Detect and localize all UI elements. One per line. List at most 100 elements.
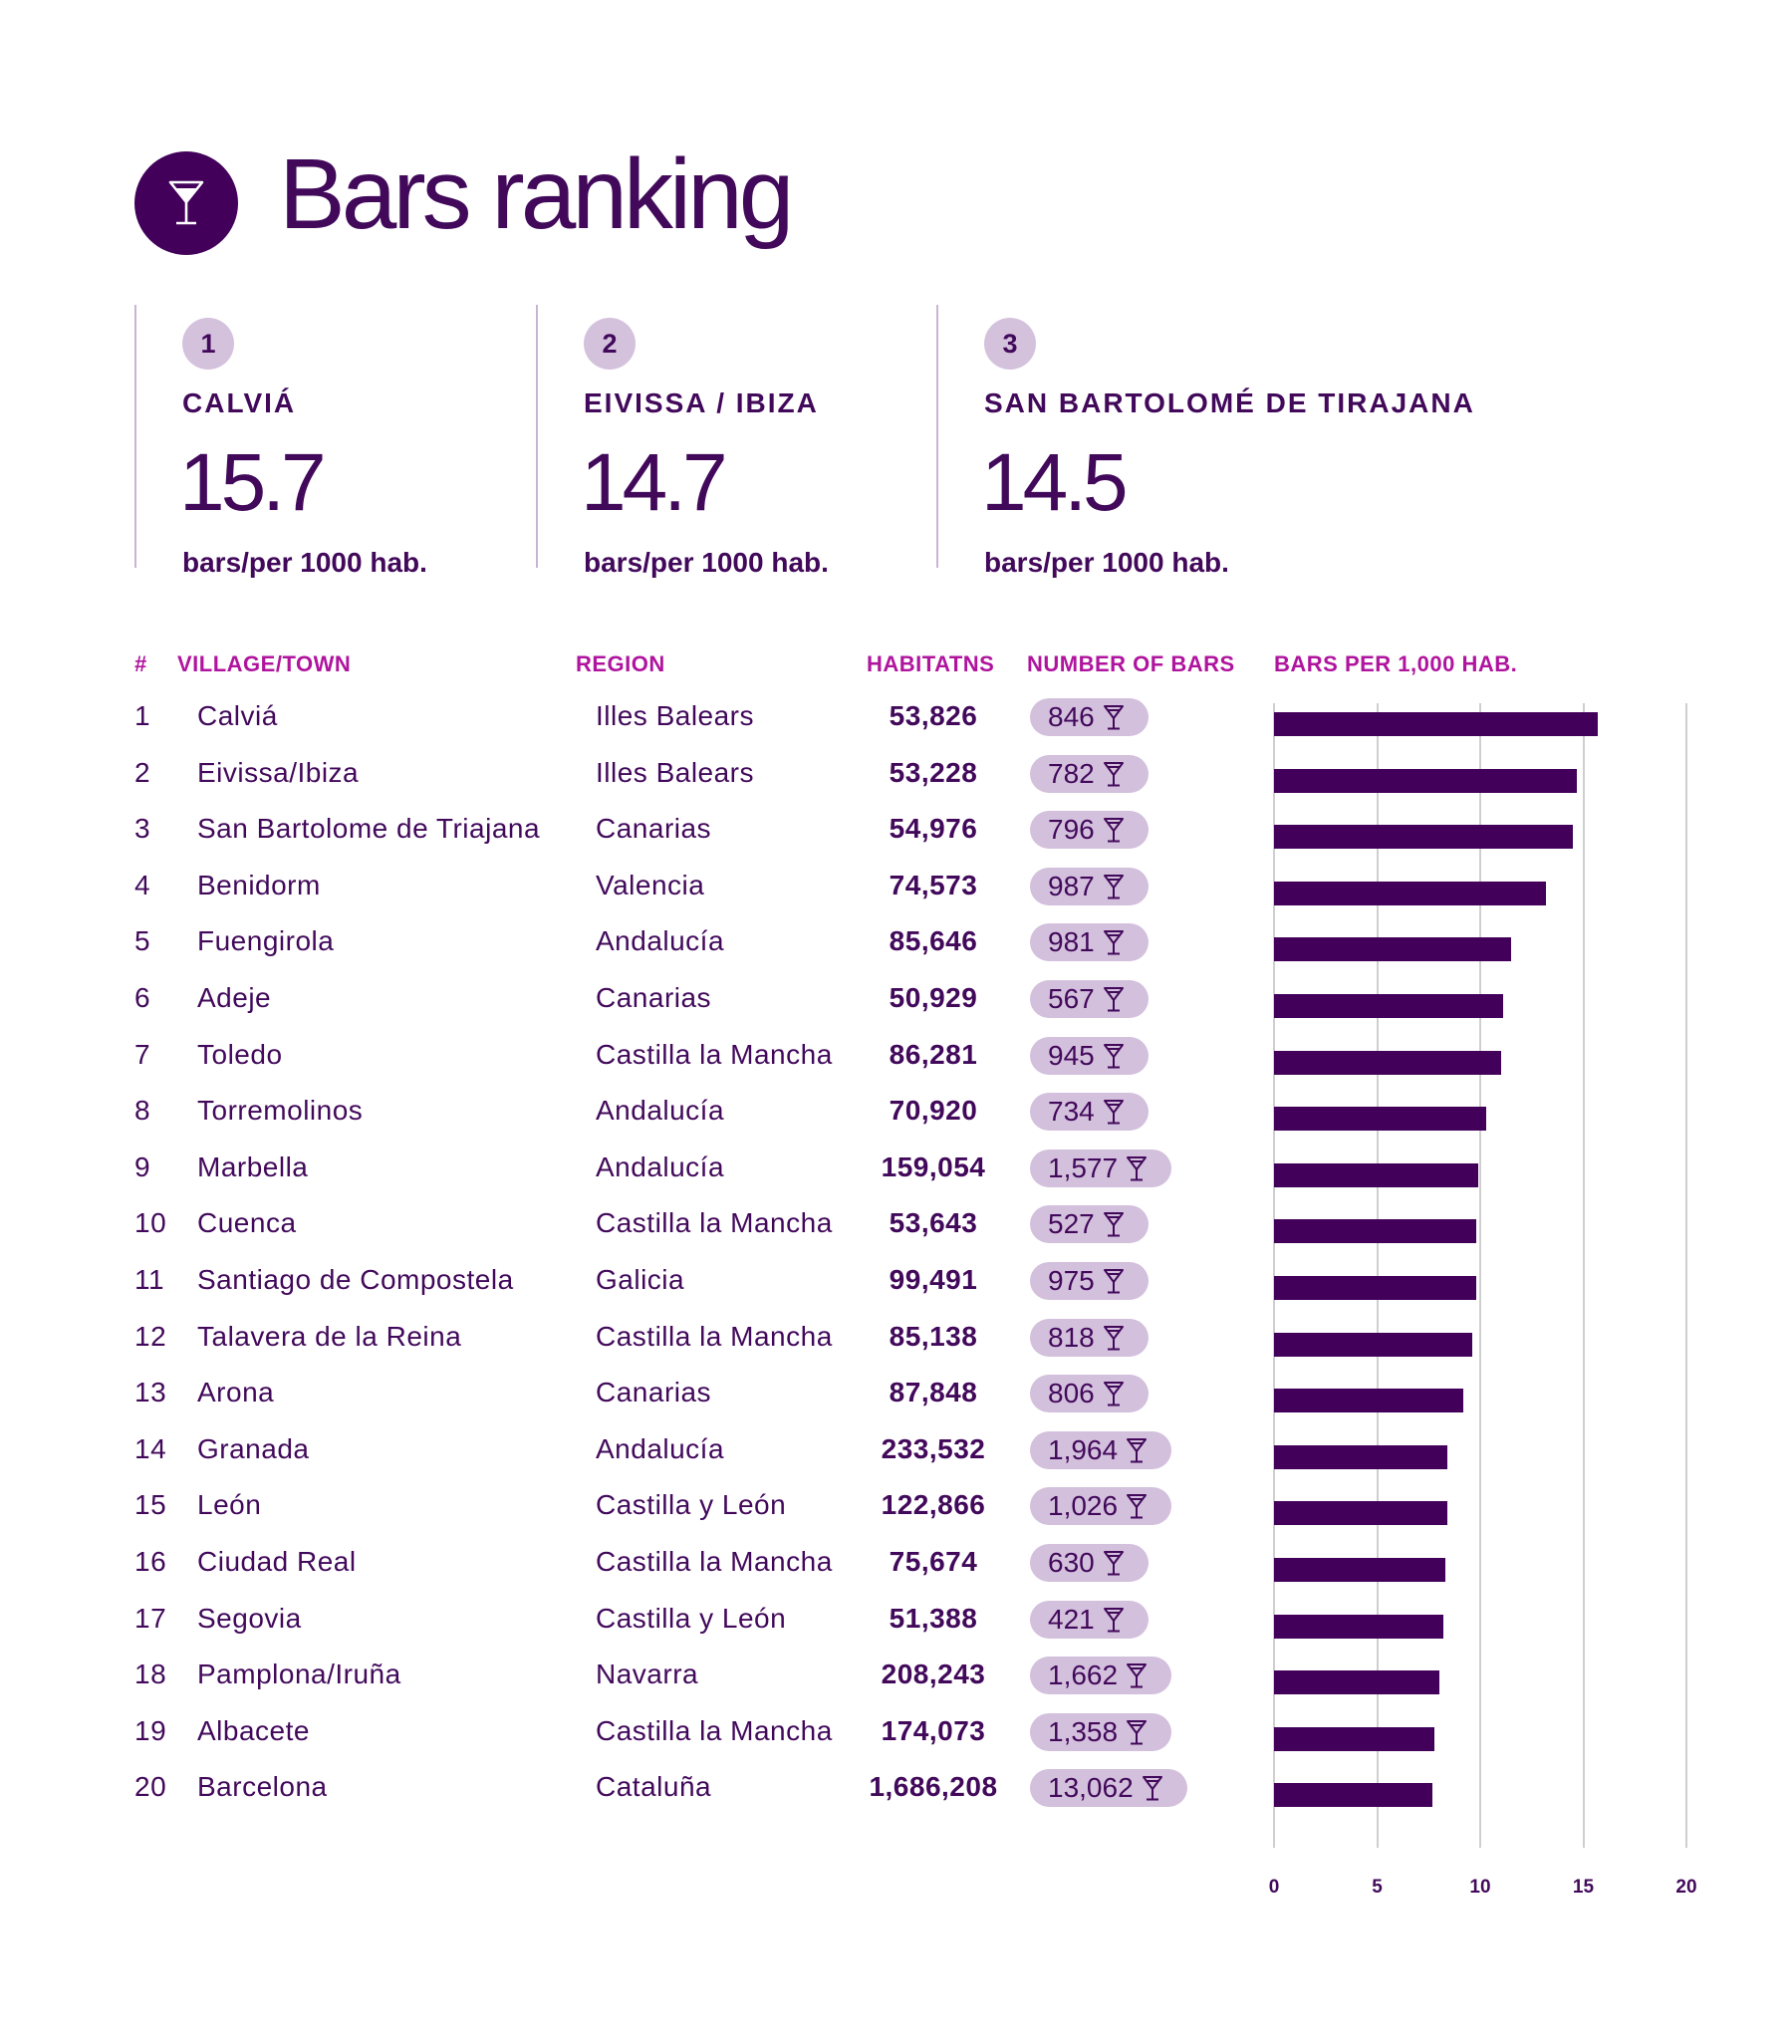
row-rank: 3 <box>134 813 151 845</box>
bars-count-pill: 734 <box>1030 1093 1149 1132</box>
bars-count-pill: 1,358 <box>1030 1712 1172 1751</box>
header-logo <box>134 151 238 255</box>
x-tick-label: 15 <box>1572 1877 1595 1898</box>
row-habitants: 85,646 <box>889 925 978 957</box>
row-rank: 9 <box>134 1150 151 1182</box>
row-region: Andalucía <box>596 1095 725 1127</box>
row-bars-count: 527 <box>1048 1208 1095 1240</box>
row-town: San Bartolome de Triajana <box>197 813 541 845</box>
bars-count-pill: 975 <box>1030 1262 1149 1300</box>
card-city-name: EIVISSA / IBIZA <box>584 387 819 418</box>
row-region: Illes Balears <box>596 756 755 788</box>
row-town: Fuengirola <box>197 925 335 957</box>
chart-bar <box>1274 1050 1501 1075</box>
rank-badge: 3 <box>984 318 1036 370</box>
row-town: Granada <box>197 1432 310 1464</box>
row-rank: 1 <box>134 700 151 731</box>
row-town: Barcelona <box>197 1771 328 1803</box>
bars-count-pill: 846 <box>1030 698 1149 736</box>
cocktail-glass-icon <box>1103 874 1124 899</box>
card-city-name: SAN BARTOLOMÉ DE TIRAJANA <box>984 387 1475 418</box>
row-town: Albacete <box>197 1714 310 1746</box>
chart-bar <box>1274 768 1578 793</box>
row-town: Ciudad Real <box>197 1546 357 1577</box>
row-town: Marbella <box>197 1150 309 1182</box>
row-habitants: 53,826 <box>889 700 978 731</box>
chart-bar <box>1274 1501 1447 1526</box>
chart-bar <box>1274 1276 1476 1300</box>
bars-count-pill: 13,062 <box>1030 1769 1187 1808</box>
card-divider <box>936 305 938 568</box>
bars-count-pill: 421 <box>1030 1600 1149 1639</box>
cocktail-glass-icon <box>1103 761 1124 787</box>
cocktail-glass-icon <box>1103 705 1124 730</box>
cocktail-glass-icon <box>1127 1494 1148 1519</box>
row-bars-count: 806 <box>1048 1378 1095 1409</box>
card-unit: bars/per 1000 hab. <box>584 547 829 578</box>
row-habitants: 50,929 <box>889 982 978 1013</box>
row-bars-count: 846 <box>1048 701 1095 732</box>
row-bars-count: 987 <box>1048 870 1095 901</box>
x-tick-label: 20 <box>1675 1877 1697 1898</box>
row-bars-count: 734 <box>1048 1096 1095 1128</box>
row-region: Andalucía <box>596 1150 725 1182</box>
row-town: Calviá <box>197 700 278 731</box>
row-town: Segovia <box>197 1602 302 1634</box>
row-town: Toledo <box>197 1038 283 1070</box>
row-rank: 17 <box>134 1602 167 1634</box>
row-rank: 6 <box>134 982 151 1013</box>
cocktail-glass-icon <box>1103 1607 1124 1633</box>
card-unit: bars/per 1000 hab. <box>984 547 1229 578</box>
cocktail-glass-icon <box>1103 1212 1124 1237</box>
grid-line <box>1685 703 1687 1848</box>
row-region: Canarias <box>596 1377 712 1408</box>
chart-bar <box>1274 1219 1476 1244</box>
card-value: 14.5 <box>981 437 1129 528</box>
row-habitants: 174,073 <box>881 1714 986 1746</box>
row-habitants: 122,866 <box>881 1489 986 1521</box>
row-bars-count: 818 <box>1048 1321 1095 1353</box>
cocktail-glass-icon <box>1103 930 1124 955</box>
row-rank: 5 <box>134 925 151 957</box>
chart-bar <box>1274 994 1503 1018</box>
bars-count-pill: 527 <box>1030 1205 1149 1244</box>
card-city-name: CALVIÁ <box>182 387 297 418</box>
row-habitants: 70,920 <box>889 1095 978 1127</box>
bars-count-pill: 567 <box>1030 980 1149 1018</box>
bars-count-pill: 796 <box>1030 811 1149 850</box>
row-region: Castilla y León <box>596 1602 787 1634</box>
row-habitants: 75,674 <box>889 1546 978 1577</box>
row-bars-count: 945 <box>1048 1039 1095 1071</box>
row-rank: 13 <box>134 1377 167 1408</box>
card-divider <box>134 305 136 568</box>
row-rank: 4 <box>134 869 151 900</box>
row-habitants: 53,643 <box>889 1207 978 1239</box>
row-bars-count: 796 <box>1048 814 1095 846</box>
row-habitants: 53,228 <box>889 756 978 788</box>
row-rank: 14 <box>134 1432 167 1464</box>
bars-count-pill: 818 <box>1030 1318 1149 1357</box>
row-rank: 10 <box>134 1207 167 1239</box>
row-region: Castilla la Mancha <box>596 1714 833 1746</box>
chart-bar <box>1274 1389 1464 1413</box>
column-header-habitants: HABITATNS <box>867 651 995 676</box>
chart-bar <box>1274 1332 1472 1357</box>
row-habitants: 85,138 <box>889 1320 978 1352</box>
chart-bar <box>1274 1444 1447 1469</box>
column-header-region: REGION <box>576 651 665 676</box>
cocktail-glass-icon <box>1127 1663 1148 1688</box>
x-tick-label: 10 <box>1469 1877 1491 1898</box>
row-town: Arona <box>197 1377 275 1408</box>
chart-bar <box>1274 1783 1433 1808</box>
column-header-bars-per-1000: BARS PER 1,000 HAB. <box>1274 651 1518 676</box>
row-rank: 19 <box>134 1714 167 1746</box>
row-rank: 11 <box>134 1264 165 1295</box>
row-bars-count: 567 <box>1048 983 1095 1014</box>
row-bars-count: 421 <box>1048 1603 1095 1635</box>
row-habitants: 86,281 <box>889 1038 978 1070</box>
bars-count-pill: 1,964 <box>1030 1430 1172 1469</box>
chart-bar <box>1274 1726 1435 1751</box>
chart-bar <box>1274 1107 1487 1132</box>
cocktail-glass-icon <box>1103 1043 1124 1069</box>
row-region: Castilla y León <box>596 1489 787 1521</box>
